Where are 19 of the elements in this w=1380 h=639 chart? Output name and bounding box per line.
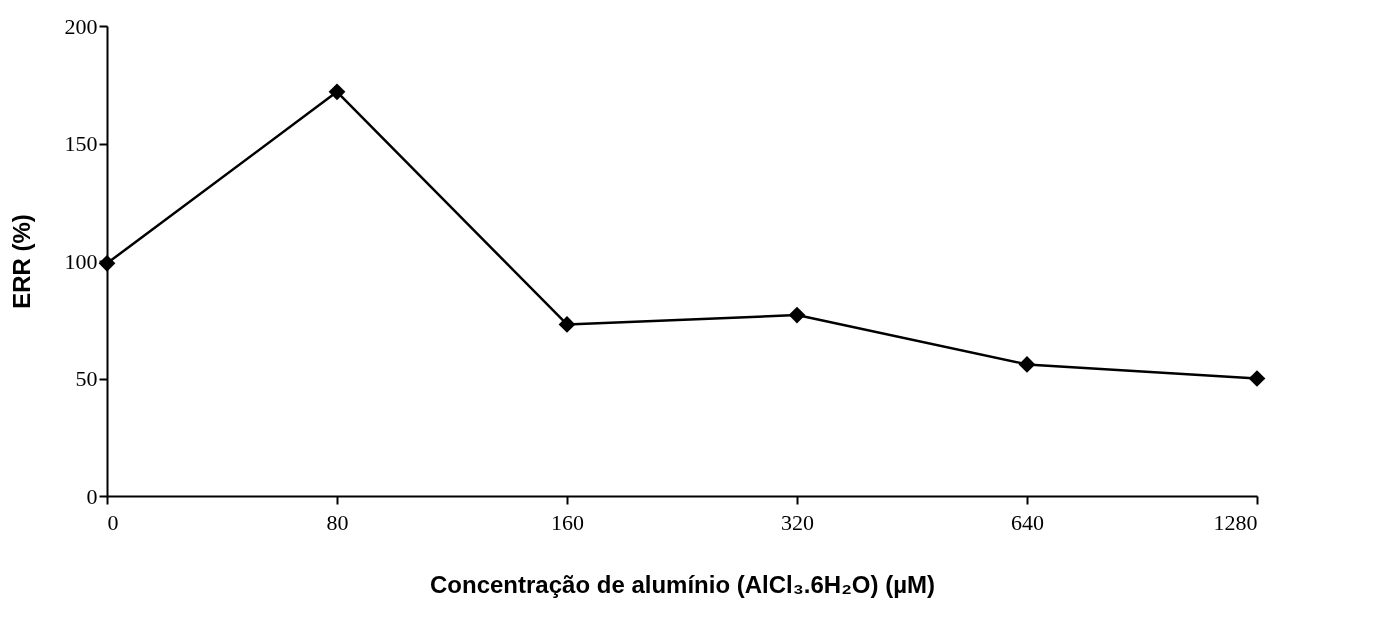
y-tick-label: 100 xyxy=(64,248,98,274)
point xyxy=(558,316,576,333)
x-tick-label: 80 xyxy=(326,509,349,535)
y-tick-label: 200 xyxy=(64,13,98,39)
x-tick-label: 1280 xyxy=(1213,509,1258,535)
x-axis-title: Concentração de alumínio (AlCl₃.6H₂O) (µM) xyxy=(430,570,935,598)
y-tick-label: 50 xyxy=(75,366,98,391)
point xyxy=(328,83,346,101)
y-tick-label: 0 xyxy=(86,483,98,509)
point xyxy=(788,306,806,324)
y-axis-title: ERR (%) xyxy=(7,214,35,309)
x-tick-label: 160 xyxy=(551,509,584,535)
x-tick-label: 320 xyxy=(781,509,814,535)
point xyxy=(1018,356,1036,373)
x-tick-label: 640 xyxy=(1011,509,1044,535)
point xyxy=(1248,370,1266,387)
x-tick-label: 0 xyxy=(107,509,119,535)
y-tick-label: 150 xyxy=(64,131,98,156)
point xyxy=(98,254,116,272)
